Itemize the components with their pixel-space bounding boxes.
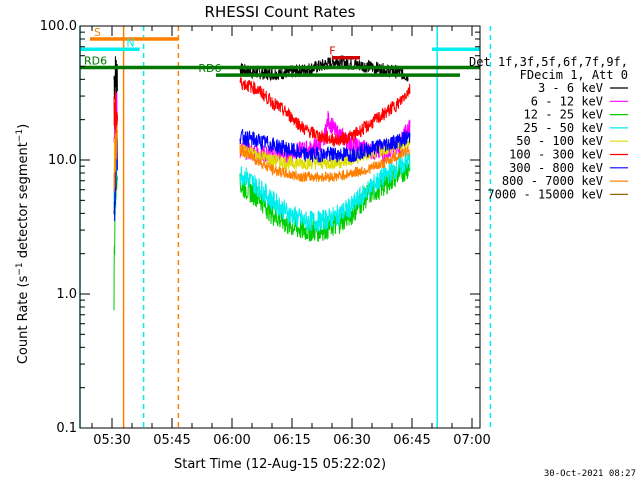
plot-frame: [79, 25, 481, 429]
x-tick-label-0: 05:30: [93, 433, 130, 448]
series-5: [113, 77, 411, 148]
series-4-line: [239, 137, 411, 171]
series-7-spike: [113, 126, 118, 193]
x-axis: 05:30 05:45 06:00 06:15 06:30 06:45 07:00: [91, 26, 491, 448]
legend: Det 1f,3f,5f,6f,7f,9f, FDecim 1, Att 0 3…: [469, 55, 628, 201]
legend-label-8: 7000 - 15000 keV: [487, 187, 603, 201]
y-tick-label-3: 100.0: [40, 19, 77, 34]
y-axis-label-sup1: −1: [15, 262, 25, 275]
legend-label-2: 12 - 25 keV: [524, 108, 603, 122]
time-bar-label-1: N: [126, 36, 134, 49]
legend-label-3: 25 - 50 keV: [524, 121, 603, 135]
series-3-line: [239, 152, 411, 232]
x-tick-label-6: 07:00: [453, 433, 490, 448]
x-tick-label-2: 06:00: [213, 433, 250, 448]
y-axis-label-part3: ): [16, 124, 31, 129]
time-bar-label-0: S: [94, 26, 101, 39]
time-bar-label-4: RD6: [198, 62, 221, 75]
x-axis-label: Start Time (12-Aug-15 05:22:02): [174, 457, 386, 472]
legend-label-5: 100 - 300 keV: [509, 148, 603, 162]
legend-label-6: 300 - 800 keV: [509, 161, 603, 175]
footer-timestamp: 30-Oct-2021 08:27: [544, 469, 636, 479]
legend-header-line1: Det 1f,3f,5f,6f,7f,9f,: [469, 55, 628, 69]
legend-label-0: 3 - 6 keV: [538, 81, 603, 95]
legend-label-4: 50 - 100 keV: [516, 134, 603, 148]
y-axis-label-part2: detector segment: [16, 142, 31, 262]
y-tick-label-1: 1.0: [56, 287, 77, 302]
y-axis-label-part1: Count Rate (s: [16, 275, 31, 364]
y-tick-label-0: 0.1: [56, 421, 77, 436]
y-axis: 0.1 1.0 10.0 100.0: [40, 19, 480, 436]
time-bars: S N RD6 RD6 F: [80, 26, 480, 77]
x-tick-label-4: 06:30: [333, 433, 370, 448]
time-bar-label-5: F: [329, 45, 335, 58]
legend-header-line2: FDecim 1, Att 0: [520, 68, 628, 82]
series-5-spike: [113, 91, 118, 135]
series-5-line: [239, 77, 411, 148]
series-7-line: [239, 145, 411, 183]
series-7: [113, 126, 411, 193]
series-6-line: [239, 129, 411, 163]
chart-title: RHESSI Count Rates: [205, 3, 356, 21]
series-0-spike: [113, 56, 118, 100]
x-tick-label-1: 05:45: [153, 433, 190, 448]
y-axis-label: Count Rate (s−1 detector segment−1): [15, 124, 31, 364]
y-tick-label-2: 10.0: [48, 153, 77, 168]
legend-label-7: 800 - 7000 keV: [502, 174, 603, 188]
x-tick-label-5: 06:45: [393, 433, 430, 448]
time-bar-label-3: RD6: [84, 55, 107, 68]
series-layer: [113, 55, 411, 311]
series-2: [113, 155, 411, 311]
y-axis-label-sup2: −1: [15, 129, 25, 142]
x-tick-label-3: 06:15: [273, 433, 310, 448]
legend-label-1: 6 - 12 keV: [531, 94, 603, 108]
